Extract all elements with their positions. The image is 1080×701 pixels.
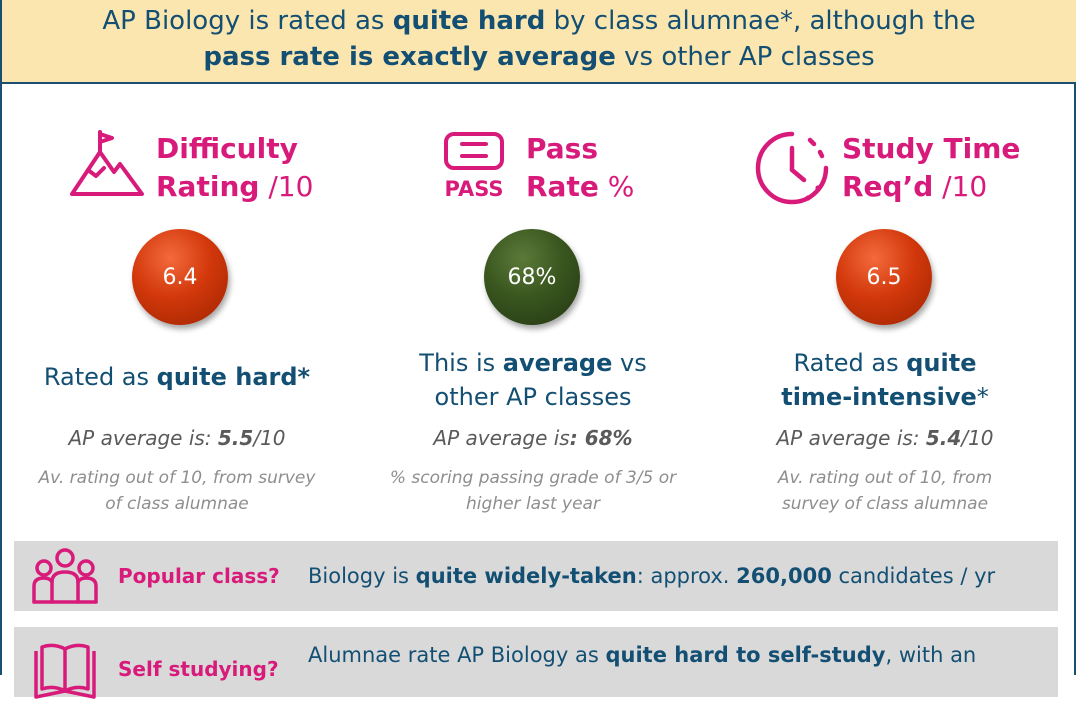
study-title: Study Time Req’d /10 — [842, 130, 1020, 206]
difficulty-note: Av. rating out of 10, from survey of cla… — [38, 468, 316, 514]
study-average: AP average is: 5.4/10 — [720, 426, 1050, 450]
mountain-flag-icon — [70, 130, 144, 196]
avg-unit: /10 — [961, 426, 994, 450]
desc-emphasis: quite — [906, 349, 977, 377]
pass-badge-icon: PASS — [444, 132, 504, 201]
avg-text: AP average is: — [776, 426, 926, 450]
pass-icon-text: PASS — [444, 177, 503, 201]
avg-text: AP average is: — [68, 426, 218, 450]
infographic-frame — [0, 0, 1076, 675]
difficulty-score-ball: 6.4 — [132, 229, 228, 325]
study-description: Rated as quite time-intensive* — [720, 346, 1050, 414]
pass-description: This is average vs other AP classes — [368, 346, 698, 414]
avg-text: AP average is — [433, 426, 570, 450]
desc-emphasis: quite hard* — [156, 363, 311, 391]
open-book-icon — [34, 643, 96, 699]
band-text: candidates / yr — [831, 564, 996, 588]
desc-emphasis: average — [502, 349, 613, 377]
popular-class-text: Biology is quite widely-taken: approx. 2… — [308, 564, 995, 588]
study-note: Av. rating out of 10, from survey of cla… — [777, 468, 993, 514]
band-text: Biology is — [308, 564, 416, 588]
band-text: , with an — [885, 643, 977, 667]
headline-line-1: AP Biology is rated as quite hard by cla… — [2, 0, 1076, 36]
avg-value: : 68% — [569, 426, 633, 450]
difficulty-title-line2: Rating — [156, 170, 260, 203]
difficulty-title-suffix: /10 — [259, 170, 314, 203]
pass-header: PASS Pass Rate % — [436, 128, 634, 208]
headline-line-2: pass rate is exactly average vs other AP… — [2, 36, 1076, 72]
headline-text: vs other AP classes — [615, 42, 875, 72]
band-emphasis: quite widely-taken — [415, 564, 637, 588]
headline-banner: AP Biology is rated as quite hard by cla… — [2, 0, 1076, 84]
pass-rate-ball: 68% — [484, 229, 580, 325]
study-title-line2: Req’d — [842, 170, 934, 203]
headline-emphasis: quite hard — [392, 6, 546, 36]
pass-rate-value: 68% — [507, 264, 557, 290]
study-score: 6.5 — [866, 264, 902, 290]
pass-note: % scoring passing grade of 3/5 or higher… — [389, 468, 677, 514]
pass-average: AP average is: 68% — [368, 426, 698, 450]
difficulty-average: AP average is: 5.5/10 — [12, 426, 342, 450]
band-emphasis: 260,000 — [736, 564, 832, 588]
self-study-label: Self studying? — [118, 657, 279, 681]
difficulty-description: Rated as quite hard* — [12, 360, 342, 394]
band-text: Alumnae rate AP Biology as — [308, 643, 606, 667]
study-score-ball: 6.5 — [836, 229, 932, 325]
difficulty-header: Difficulty Rating /10 — [66, 128, 313, 208]
self-study-band: Self studying? Alumnae rate AP Biology a… — [14, 627, 1058, 699]
difficulty-title-line1: Difficulty — [156, 132, 298, 165]
popular-class-band: Popular class? Biology is quite widely-t… — [14, 541, 1058, 611]
avg-value: 5.4 — [925, 426, 962, 450]
study-title-line1: Study Time — [842, 132, 1021, 165]
difficulty-title: Difficulty Rating /10 — [156, 130, 313, 206]
band-emphasis: quite hard to self-study — [605, 643, 886, 667]
avg-unit: /10 — [253, 426, 286, 450]
desc-emphasis: time-intensive — [781, 383, 977, 411]
desc-text: Rated as — [43, 363, 157, 391]
study-title-suffix: /10 — [933, 170, 988, 203]
desc-text: Rated as — [793, 349, 907, 377]
difficulty-score: 6.4 — [162, 264, 198, 290]
pass-title-suffix: % — [598, 170, 635, 203]
clock-icon — [755, 131, 829, 205]
pass-title-line2: Rate — [526, 170, 599, 203]
avg-value: 5.5 — [217, 426, 254, 450]
pass-title: Pass Rate % — [526, 130, 634, 206]
study-header: Study Time Req’d /10 — [752, 128, 1020, 208]
headline-emphasis: pass rate is exactly average — [203, 42, 616, 72]
popular-class-label: Popular class? — [118, 564, 280, 588]
self-study-text: Alumnae rate AP Biology as quite hard to… — [308, 643, 976, 667]
desc-text: * — [976, 383, 989, 411]
pass-title-line1: Pass — [526, 132, 598, 165]
desc-text: vs other AP classes — [434, 349, 647, 411]
people-group-icon — [32, 548, 98, 604]
desc-text: This is — [419, 349, 503, 377]
band-text: : approx. — [636, 564, 737, 588]
headline-text: by class alumnae*, although the — [545, 6, 976, 36]
headline-text: AP Biology is rated as — [102, 6, 393, 36]
